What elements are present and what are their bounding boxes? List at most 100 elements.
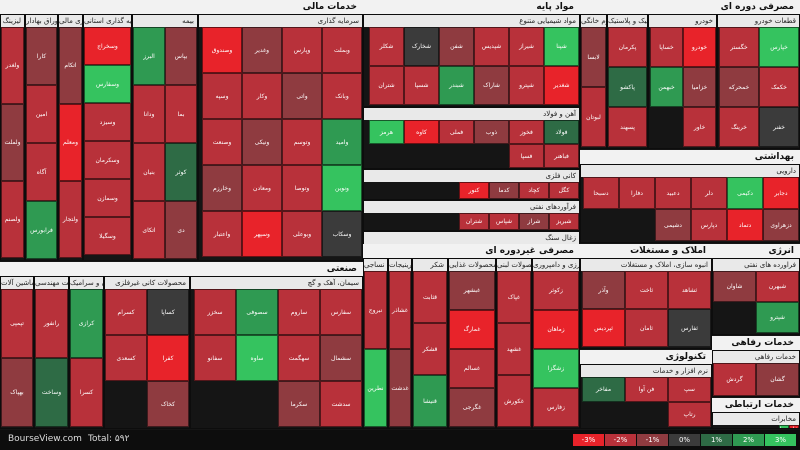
stock-tile[interactable]: سهگمت xyxy=(278,335,320,381)
stock-tile[interactable]: قنیشا xyxy=(413,375,447,427)
stock-tile[interactable]: شکلر xyxy=(369,27,404,66)
stock-tile[interactable]: خساپا xyxy=(650,27,683,67)
stock-tile[interactable]: غشهد xyxy=(497,323,531,375)
stock-tile[interactable]: سفانو xyxy=(194,335,236,381)
stock-tile[interactable]: بپاس xyxy=(165,27,197,85)
stock-tile[interactable]: دپارس xyxy=(691,209,727,241)
stock-tile[interactable]: ساروم xyxy=(278,289,320,335)
stock-tile[interactable]: وبوعلی xyxy=(282,211,322,257)
stock-tile[interactable]: شسپا xyxy=(404,66,439,105)
stock-tile[interactable]: مفاخر xyxy=(582,377,625,402)
stock-tile[interactable]: سفارس xyxy=(320,289,362,335)
stock-tile[interactable]: ونیکی xyxy=(242,119,282,165)
stock-tile[interactable]: همراه xyxy=(779,425,789,428)
stock-tile[interactable]: خکمک xyxy=(759,67,799,107)
stock-tile[interactable]: ثپردیس xyxy=(582,309,625,347)
stock-tile[interactable]: پکرمان xyxy=(608,27,647,67)
stock-tile[interactable]: سدشت xyxy=(320,381,362,427)
stock-tile[interactable]: خزامیا xyxy=(683,67,716,107)
stock-tile[interactable]: امین xyxy=(26,85,57,143)
stock-tile[interactable]: رانفور xyxy=(35,289,68,358)
stock-tile[interactable]: فخوز xyxy=(509,120,544,144)
stock-tile[interactable]: وپارس xyxy=(282,27,322,73)
stock-tile[interactable]: اخابر xyxy=(789,425,799,428)
stock-tile[interactable]: شپترو xyxy=(509,66,544,105)
stock-tile[interactable]: سکرما xyxy=(278,381,320,427)
stock-tile[interactable]: خاور xyxy=(683,107,716,147)
stock-tile[interactable]: ونوین xyxy=(322,165,362,211)
stock-tile[interactable]: شبریز xyxy=(549,213,579,230)
stock-tile[interactable]: لبوتان xyxy=(581,87,606,147)
stock-tile[interactable]: وسمازن xyxy=(84,179,131,217)
stock-tile[interactable]: اتکای xyxy=(133,201,165,259)
stock-tile[interactable]: غگرجی xyxy=(449,388,495,427)
stock-tile[interactable]: ومعلم xyxy=(59,104,82,181)
stock-tile[interactable]: سشمال xyxy=(320,335,362,381)
stock-tile[interactable]: شراز xyxy=(519,213,549,230)
stock-tile[interactable]: فباهنر xyxy=(544,144,579,168)
stock-tile[interactable]: زفارس xyxy=(533,388,579,427)
stock-tile[interactable]: بما xyxy=(165,85,197,143)
stock-tile[interactable]: وصندوق xyxy=(202,27,242,73)
stock-tile[interactable]: دفارا xyxy=(619,177,655,209)
stock-tile[interactable]: غکورش xyxy=(497,375,531,427)
stock-tile[interactable]: وتوسم xyxy=(282,119,322,165)
stock-tile[interactable]: دتماد xyxy=(727,209,763,241)
stock-tile[interactable]: پسهند xyxy=(608,107,647,147)
stock-tile[interactable]: وآذر xyxy=(582,271,625,309)
stock-tile[interactable]: قشکر xyxy=(413,323,447,375)
stock-tile[interactable]: غدشت xyxy=(389,349,411,427)
stock-tile[interactable]: پاکشو xyxy=(608,67,647,107)
stock-tile[interactable]: شپاس xyxy=(489,213,519,230)
stock-tile[interactable]: ولصنم xyxy=(1,181,24,258)
stock-tile[interactable]: وسخراج xyxy=(84,27,131,65)
stock-tile[interactable]: ثاخت xyxy=(625,271,668,309)
stock-tile[interactable]: شپترو xyxy=(756,302,799,333)
stock-tile[interactable]: شغدیر xyxy=(544,66,579,105)
stock-tile[interactable]: وصنعت xyxy=(202,119,242,165)
stock-tile[interactable]: وسپهر xyxy=(242,211,282,257)
stock-tile[interactable]: ولتجار xyxy=(59,181,82,258)
stock-tile[interactable]: شتران xyxy=(369,66,404,105)
stock-tile[interactable]: شیراز xyxy=(509,27,544,66)
stock-tile[interactable]: اتکام xyxy=(59,27,82,104)
stock-tile[interactable]: هرمز xyxy=(369,120,404,144)
stock-tile[interactable]: وسیزد xyxy=(84,103,131,141)
stock-tile[interactable]: شخارک xyxy=(404,27,439,66)
stock-tile[interactable]: کوثر xyxy=(165,143,197,201)
stock-tile[interactable]: خودرو xyxy=(683,27,716,67)
stock-tile[interactable]: وسفارس xyxy=(84,65,131,103)
stock-tile[interactable]: دزهراوی xyxy=(763,209,799,241)
stock-tile[interactable]: قثابت xyxy=(413,271,447,323)
stock-tile[interactable]: زماهان xyxy=(533,310,579,349)
stock-tile[interactable]: شپنا xyxy=(544,27,579,66)
stock-tile[interactable]: کگل xyxy=(549,182,579,199)
stock-tile[interactable]: خفنر xyxy=(759,107,799,147)
stock-tile[interactable]: ذوب xyxy=(474,120,509,144)
stock-tile[interactable]: فولاد xyxy=(544,120,579,144)
stock-tile[interactable]: وبملت xyxy=(322,27,362,73)
stock-tile[interactable]: دکیمی xyxy=(727,177,763,209)
stock-tile[interactable]: ثفارس xyxy=(668,309,711,347)
stock-tile[interactable]: ولملت xyxy=(1,104,24,181)
stock-tile[interactable]: دعبید xyxy=(655,177,691,209)
stock-tile[interactable]: شبهرن xyxy=(756,271,799,302)
stock-tile[interactable]: تپمپی xyxy=(1,289,33,358)
stock-tile[interactable]: غبشهر xyxy=(449,271,495,310)
stock-tile[interactable]: وسکرمان xyxy=(84,141,131,179)
stock-tile[interactable]: کرازی xyxy=(70,289,103,358)
stock-tile[interactable]: شتران xyxy=(459,213,489,230)
stock-tile[interactable]: واتی xyxy=(282,73,322,119)
stock-tile[interactable]: وبانک xyxy=(322,73,362,119)
stock-tile[interactable]: فرابورس xyxy=(26,201,57,259)
stock-tile[interactable]: گردش xyxy=(713,363,756,396)
stock-tile[interactable]: کسرا xyxy=(70,358,103,427)
stock-tile[interactable]: کسرام xyxy=(105,289,147,335)
stock-tile[interactable]: خگستر xyxy=(719,27,759,67)
stock-tile[interactable]: سخزر xyxy=(194,289,236,335)
stock-tile[interactable]: غپاک xyxy=(497,271,531,323)
stock-tile[interactable]: فملی xyxy=(439,120,474,144)
stock-tile[interactable]: البرز xyxy=(133,27,165,85)
stock-tile[interactable]: نبروج xyxy=(364,271,387,349)
stock-tile[interactable]: کفرا xyxy=(147,335,189,381)
